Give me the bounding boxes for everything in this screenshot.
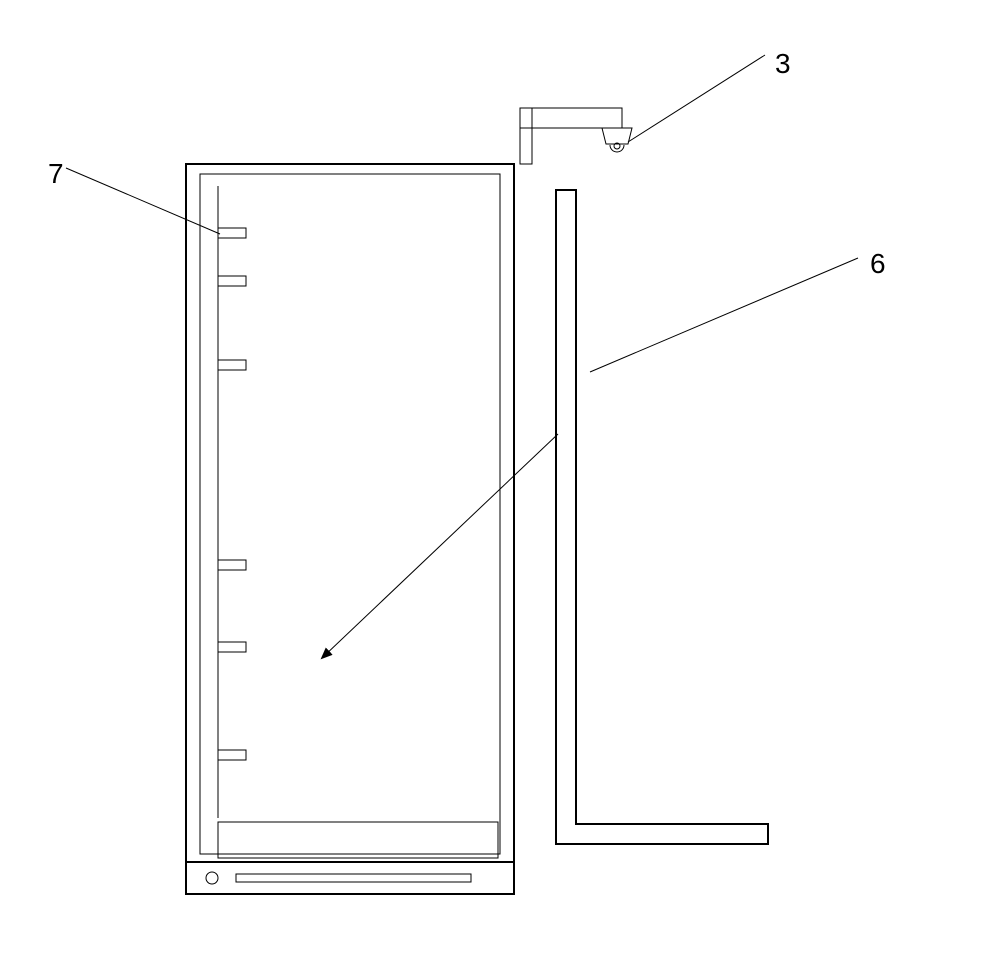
callout-label-3: 3 bbox=[775, 48, 791, 80]
callout-label-6: 6 bbox=[870, 248, 886, 280]
diagram-canvas bbox=[0, 0, 1000, 971]
callout-label-7: 7 bbox=[48, 158, 64, 190]
